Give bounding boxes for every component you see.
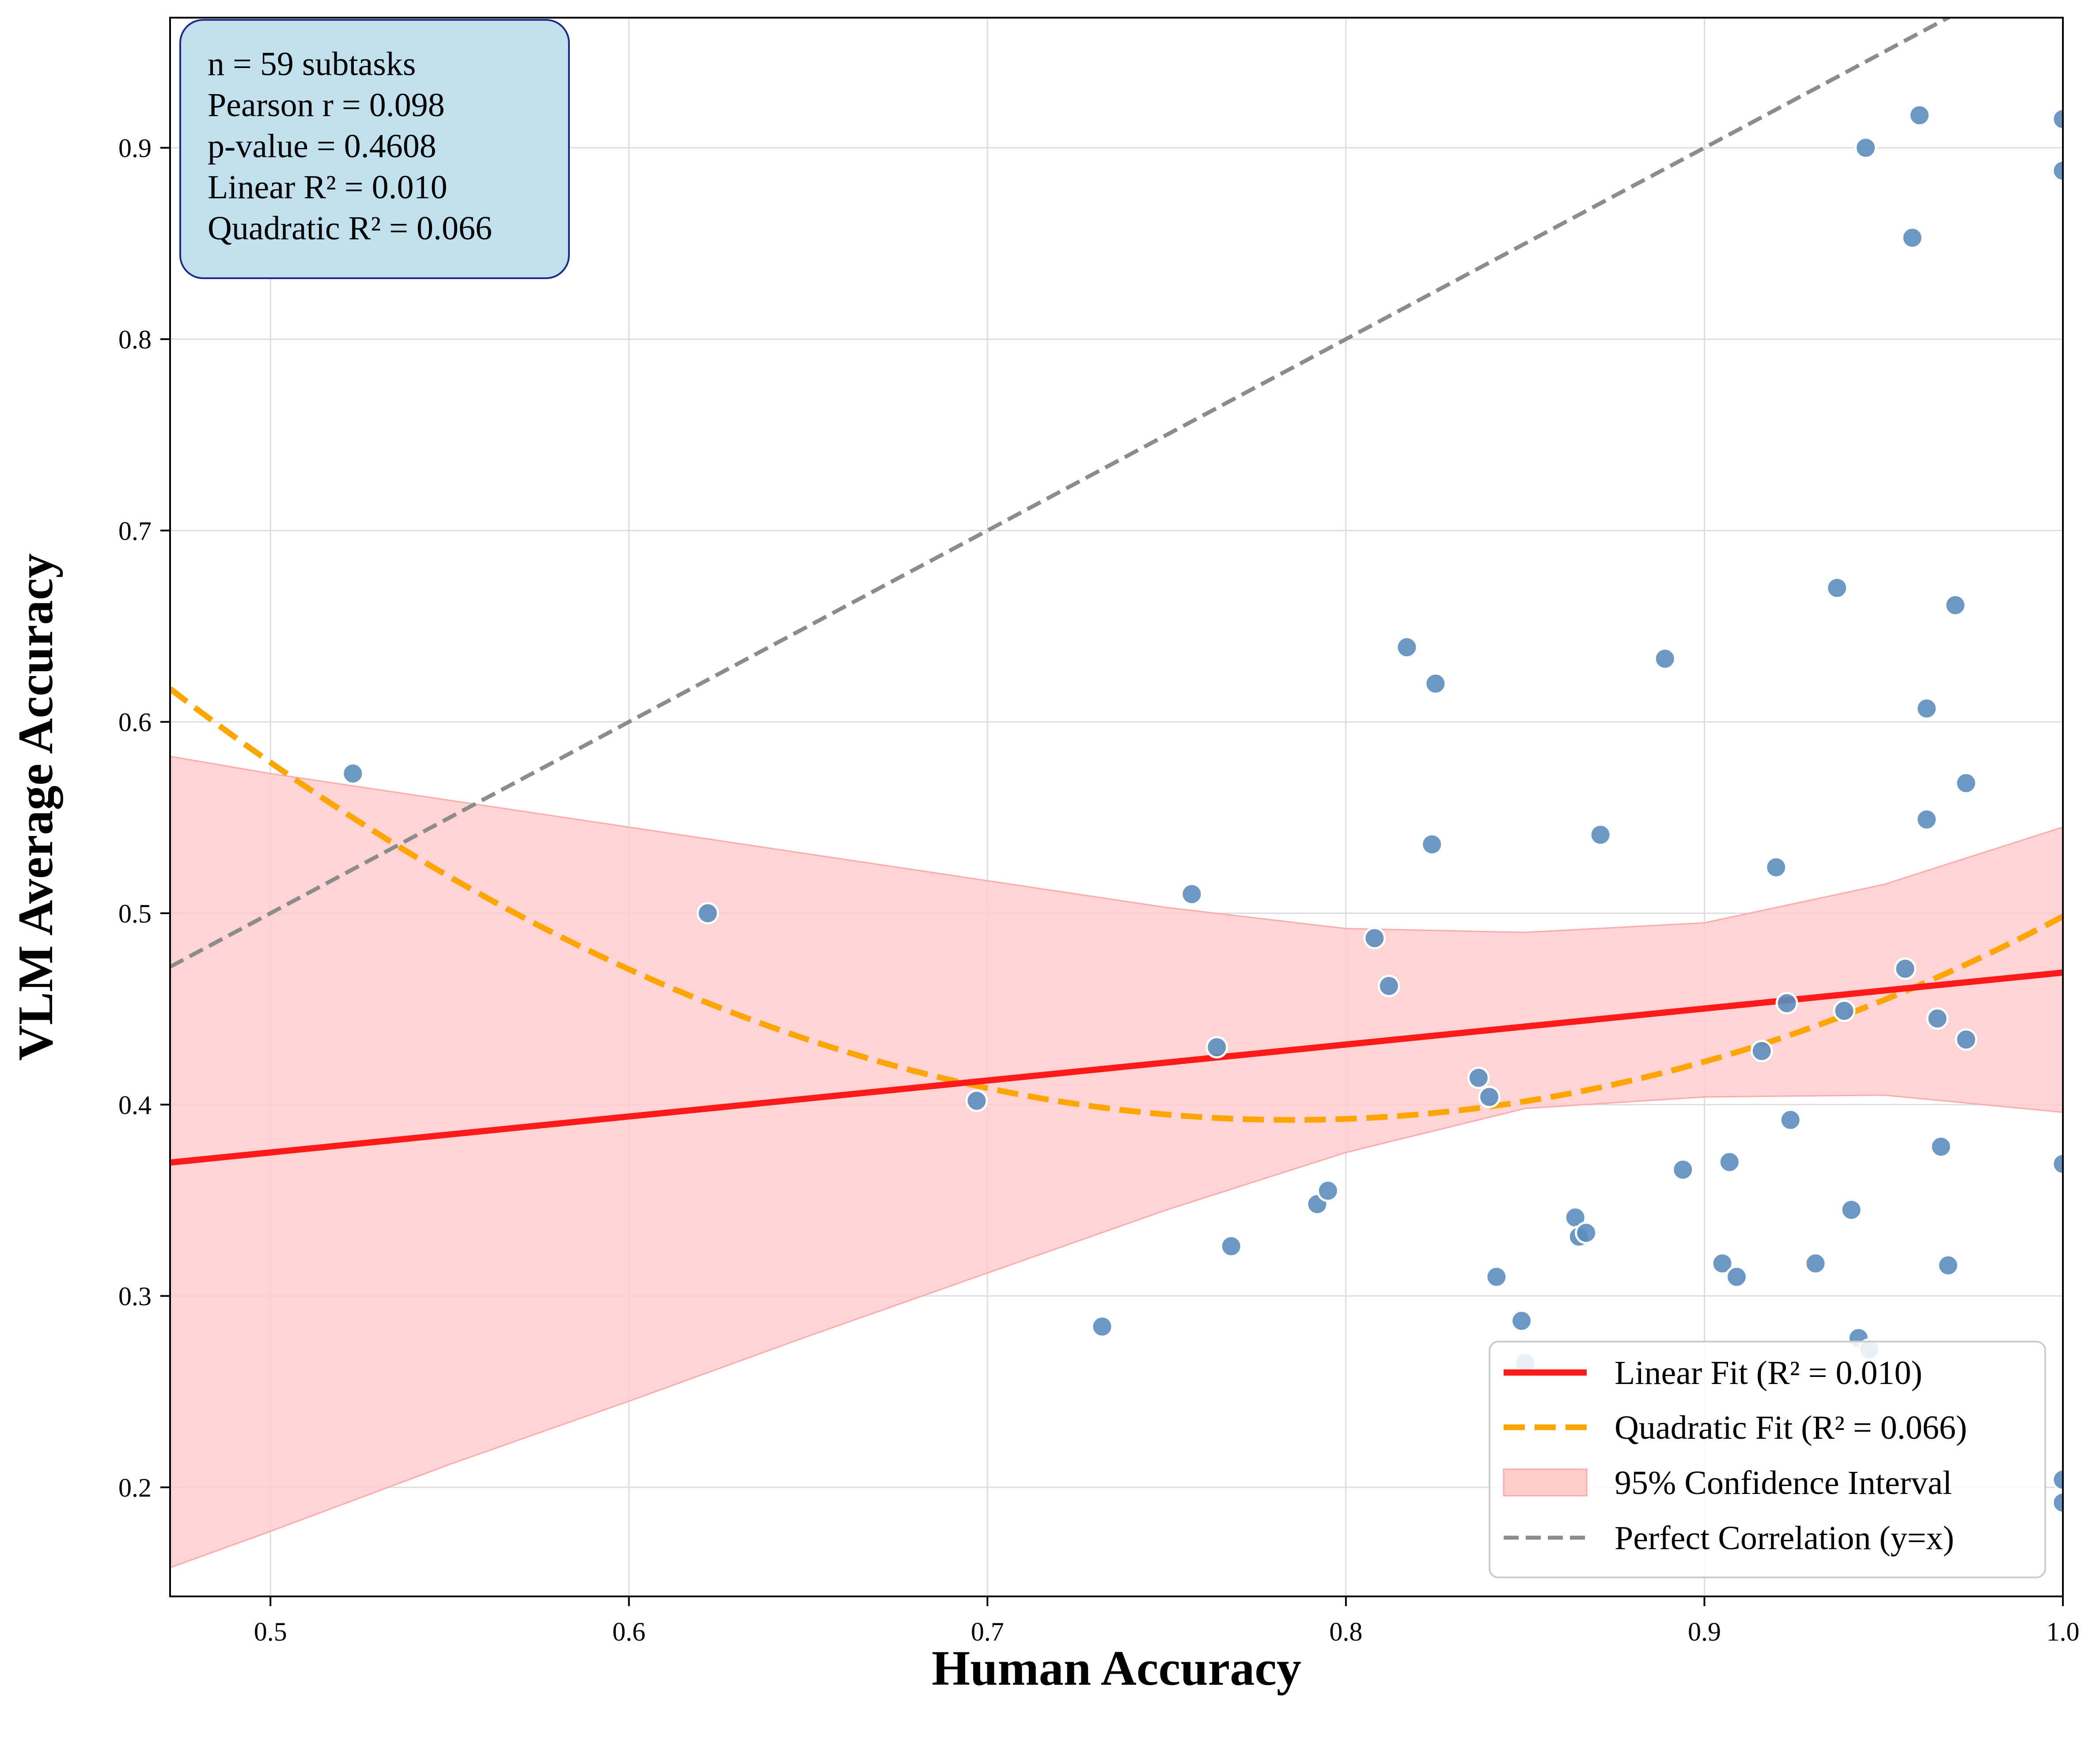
data-point-3 <box>1091 1315 1114 1338</box>
identity-line <box>170 18 1952 969</box>
data-point-10 <box>1377 975 1400 998</box>
y-tick-label: 0.9 <box>118 134 152 163</box>
legend-background <box>1489 1341 2046 1578</box>
data-point-40 <box>1901 226 1924 249</box>
plot-frame <box>169 17 2064 1597</box>
data-point-27 <box>1725 1265 1748 1288</box>
y-tick-label: 0.7 <box>118 516 152 545</box>
data-point-52 <box>2051 1153 2063 1176</box>
stats-box-background <box>179 19 570 279</box>
legend-label-identity: Perfect Correlation (y=x) <box>1615 1520 1954 1557</box>
data-point-47 <box>1944 594 1967 616</box>
data-point-8 <box>1316 1179 1339 1202</box>
x-tick-label: 0.5 <box>254 1617 287 1646</box>
legend: Linear Fit (R² = 0.010) Quadratic Fit (R… <box>1489 1341 2046 1578</box>
y-axis-title: VLM Average Accuracy <box>8 553 63 1061</box>
data-point-43 <box>1915 808 1938 831</box>
data-point-9 <box>1363 926 1386 949</box>
legend-swatch-ci <box>1503 1468 1588 1497</box>
data-point-44 <box>1926 1007 1949 1030</box>
data-point-28 <box>1750 1040 1773 1063</box>
data-point-24 <box>1672 1158 1694 1181</box>
data-point-30 <box>1775 992 1798 1015</box>
data-point-13 <box>1424 672 1447 695</box>
confidence-band-layer <box>170 756 2063 1569</box>
x-axis-title: Human Accuracy <box>932 1641 1301 1696</box>
data-point-11 <box>1395 636 1418 659</box>
data-point-33 <box>1826 576 1849 599</box>
x-tick-label: 0.6 <box>612 1617 645 1646</box>
data-point-29 <box>1765 856 1788 879</box>
data-point-0 <box>341 762 364 785</box>
data-point-6 <box>1220 1235 1243 1258</box>
data-point-34 <box>1833 999 1856 1022</box>
stats-linear-r2: Linear R² = 0.010 <box>208 169 447 206</box>
data-points-layer <box>341 104 2063 1514</box>
data-point-21 <box>1575 1221 1598 1244</box>
x-tick-label: 0.8 <box>1329 1617 1362 1646</box>
y-tick-label: 0.2 <box>118 1473 152 1502</box>
data-point-51 <box>2051 159 2063 182</box>
data-point-41 <box>1908 104 1931 127</box>
data-point-45 <box>1929 1135 1952 1158</box>
data-point-1 <box>696 902 719 925</box>
legend-label-quadratic: Quadratic Fit (R² = 0.066) <box>1615 1409 1967 1446</box>
data-point-16 <box>1485 1265 1508 1288</box>
axis-ticks-layer: 0.5 0.6 0.7 0.8 0.9 1.0 0.2 0.3 0.4 0.5 0.6 0.7 0.8 0… <box>118 134 2080 1646</box>
data-point-22 <box>1589 823 1612 846</box>
data-point-49 <box>1955 1028 1978 1051</box>
data-point-42 <box>1915 697 1938 720</box>
data-point-31 <box>1779 1108 1802 1131</box>
stats-n: n = 59 subtasks <box>208 45 416 83</box>
x-tick-label: 0.7 <box>971 1617 1004 1646</box>
stats-quadratic-r2: Quadratic R² = 0.066 <box>208 210 492 247</box>
linear-fit-line <box>170 969 2063 1166</box>
y-tick-label: 0.8 <box>118 325 152 354</box>
stats-box: n = 59 subtasks Pearson r = 0.098 p-valu… <box>179 19 570 279</box>
data-point-54 <box>2051 1491 2063 1514</box>
data-point-14 <box>1467 1066 1490 1089</box>
quadratic-fit-line <box>170 686 2063 1123</box>
data-point-2 <box>965 1089 988 1112</box>
data-point-26 <box>1718 1150 1741 1173</box>
confidence-band <box>170 756 2063 1569</box>
data-point-4 <box>1180 883 1203 906</box>
data-point-35 <box>1840 1199 1863 1221</box>
data-point-53 <box>2051 1468 2063 1491</box>
data-point-50 <box>2051 108 2063 131</box>
stats-pearson: Pearson r = 0.098 <box>208 87 445 124</box>
x-tick-label: 0.9 <box>1688 1617 1721 1646</box>
legend-label-linear: Linear Fit (R² = 0.010) <box>1615 1354 1922 1392</box>
data-point-15 <box>1478 1085 1501 1108</box>
y-tick-label: 0.5 <box>118 899 152 928</box>
legend-swatches <box>1503 1369 1588 1540</box>
data-point-46 <box>1937 1254 1960 1277</box>
data-point-48 <box>1955 771 1978 794</box>
data-point-17 <box>1510 1309 1533 1332</box>
data-point-39 <box>1894 957 1917 980</box>
data-point-32 <box>1804 1252 1827 1275</box>
fit-lines-layer <box>170 18 2063 1166</box>
data-point-37 <box>1854 136 1877 159</box>
legend-label-ci: 95% Confidence Interval <box>1615 1464 1952 1501</box>
data-point-5 <box>1205 1036 1228 1059</box>
x-tick-label: 1.0 <box>2047 1617 2080 1646</box>
data-point-23 <box>1653 647 1676 670</box>
stats-pvalue: p-value = 0.4608 <box>208 128 436 165</box>
y-tick-label: 0.3 <box>118 1282 152 1311</box>
data-point-12 <box>1421 833 1444 856</box>
data-point-25 <box>1711 1252 1734 1275</box>
y-tick-label: 0.6 <box>118 708 152 737</box>
y-tick-label: 0.4 <box>118 1090 152 1119</box>
